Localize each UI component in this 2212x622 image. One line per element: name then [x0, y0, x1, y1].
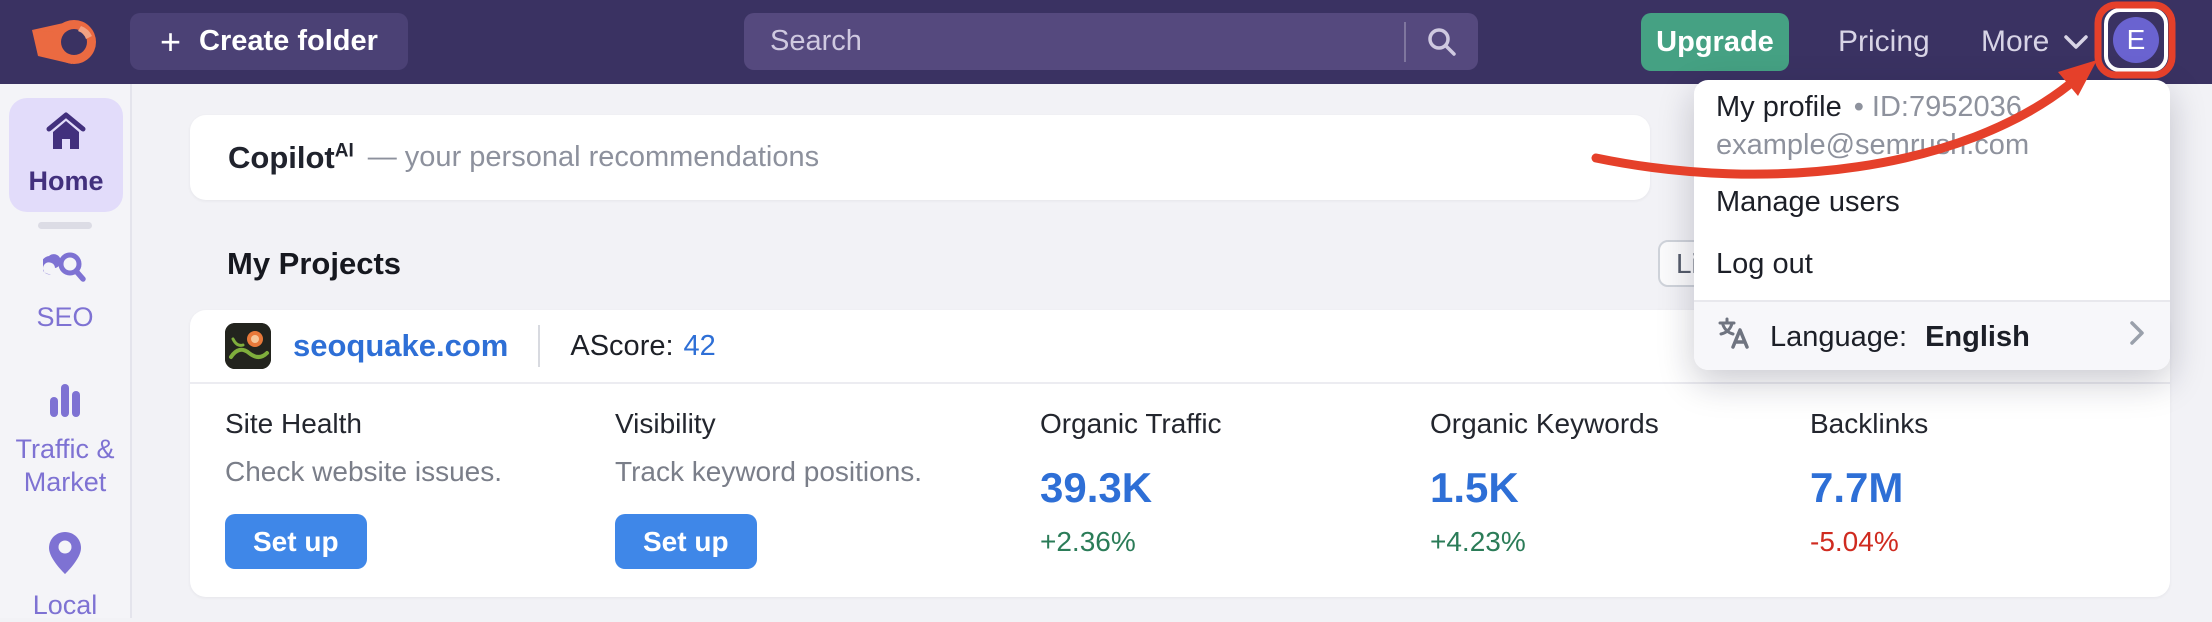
language-label: Language:: [1770, 320, 1908, 353]
home-icon: [45, 112, 87, 157]
menu-divider: [1694, 300, 2170, 302]
more-menu[interactable]: More: [1981, 0, 2089, 84]
metric-site-health: Site Health Check website issues. Set up: [225, 384, 502, 569]
seo-icon: [40, 246, 87, 293]
sidebar-item-home[interactable]: Home: [9, 98, 123, 212]
project-domain-link[interactable]: seoquake.com: [293, 328, 509, 363]
translate-icon: [1718, 316, 1752, 358]
bar-chart-icon: [45, 380, 85, 425]
my-projects-heading: My Projects: [227, 246, 402, 281]
sidebar-item-seo[interactable]: SEO: [0, 246, 130, 334]
site-health-setup-button[interactable]: Set up: [225, 514, 367, 569]
metric-value[interactable]: 39.3K: [1040, 464, 1153, 511]
ascore-value[interactable]: 42: [683, 329, 716, 362]
metric-description: Check website issues.: [225, 456, 503, 487]
avatar: E: [2113, 17, 2159, 63]
copilot-banner[interactable]: CopilotAI — your personal recommendation…: [190, 115, 1650, 200]
metric-backlinks: Backlinks 7.7M -5.04%: [1810, 384, 1928, 558]
metric-name: Organic Traffic: [1040, 408, 1222, 439]
metric-delta: +4.23%: [1430, 526, 1526, 557]
metric-name: Site Health: [225, 408, 362, 439]
metric-value[interactable]: 1.5K: [1430, 464, 1519, 511]
sidebar-item-label: SEO: [36, 302, 94, 332]
copilot-ai-superscript: AI: [334, 140, 354, 162]
sidebar-item-label: Local: [32, 590, 98, 620]
profile-email: example@semrush.com: [1716, 128, 2030, 161]
search-icon[interactable]: [1406, 25, 1478, 59]
menu-item-manage-users[interactable]: Manage users: [1716, 185, 1900, 218]
header-divider: [538, 325, 541, 367]
menu-item-log-out[interactable]: Log out: [1716, 247, 1813, 280]
search-bar: [744, 13, 1478, 70]
create-folder-label: Create folder: [199, 25, 378, 57]
metric-visibility: Visibility Track keyword positions. Set …: [615, 384, 922, 569]
topbar: + Create folder Upgrade Pricing More E: [0, 0, 2212, 84]
metric-organic-keywords: Organic Keywords 1.5K +4.23%: [1430, 384, 1659, 558]
metric-name: Organic Keywords: [1430, 408, 1659, 439]
seoquake-favicon: [225, 323, 271, 369]
sidebar-item-local[interactable]: Local: [0, 530, 130, 622]
my-profile-label: My profile: [1716, 90, 1842, 123]
menu-item-my-profile[interactable]: My profile • ID:7952036 example@semrush.…: [1694, 80, 2170, 162]
account-avatar-button[interactable]: E: [2104, 8, 2168, 72]
visibility-setup-button[interactable]: Set up: [615, 514, 757, 569]
metric-organic-traffic: Organic Traffic 39.3K +2.36%: [1040, 384, 1222, 558]
sidebar-item-label: Home: [28, 166, 104, 197]
metric-value[interactable]: 7.7M: [1810, 464, 1904, 511]
plus-icon: +: [160, 20, 182, 62]
metric-delta: -5.04%: [1810, 526, 1899, 557]
pricing-label: Pricing: [1838, 25, 1930, 58]
language-value: English: [1925, 320, 2030, 353]
profile-id: • ID:7952036: [1853, 90, 2022, 123]
metric-delta: +2.36%: [1040, 526, 1136, 557]
upgrade-button[interactable]: Upgrade: [1641, 13, 1789, 71]
chevron-down-icon: [2063, 25, 2089, 59]
metric-name: Visibility: [615, 408, 716, 439]
ascore-label: AScore:: [570, 329, 674, 362]
map-pin-icon: [45, 530, 85, 581]
sidebar-item-traffic-market[interactable]: Traffic & Market: [0, 380, 130, 499]
sidebar-item-label: Traffic & Market: [15, 434, 115, 497]
semrush-logo-icon[interactable]: [28, 12, 100, 72]
pricing-link[interactable]: Pricing: [1838, 0, 1930, 84]
metric-name: Backlinks: [1810, 408, 1929, 439]
copilot-title: CopilotAI: [228, 139, 354, 175]
sidebar-divider: [38, 222, 92, 229]
create-folder-button[interactable]: + Create folder: [130, 13, 408, 70]
metric-description: Track keyword positions.: [615, 456, 923, 487]
copilot-subtitle: — your personal recommendations: [367, 141, 820, 173]
menu-item-language[interactable]: Language: English: [1694, 302, 2170, 370]
chevron-right-icon: [2128, 319, 2146, 355]
search-input[interactable]: [744, 13, 1404, 70]
search-divider: [1404, 21, 1406, 62]
account-dropdown-menu: My profile • ID:7952036 example@semrush.…: [1694, 80, 2170, 370]
project-header-row: seoquake.com AScore: 42: [190, 310, 2170, 384]
more-label: More: [1981, 25, 2050, 58]
sidebar: Home SEO Traffic & Market: [0, 84, 132, 620]
project-metrics-row: Site Health Check website issues. Set up…: [190, 384, 2170, 595]
